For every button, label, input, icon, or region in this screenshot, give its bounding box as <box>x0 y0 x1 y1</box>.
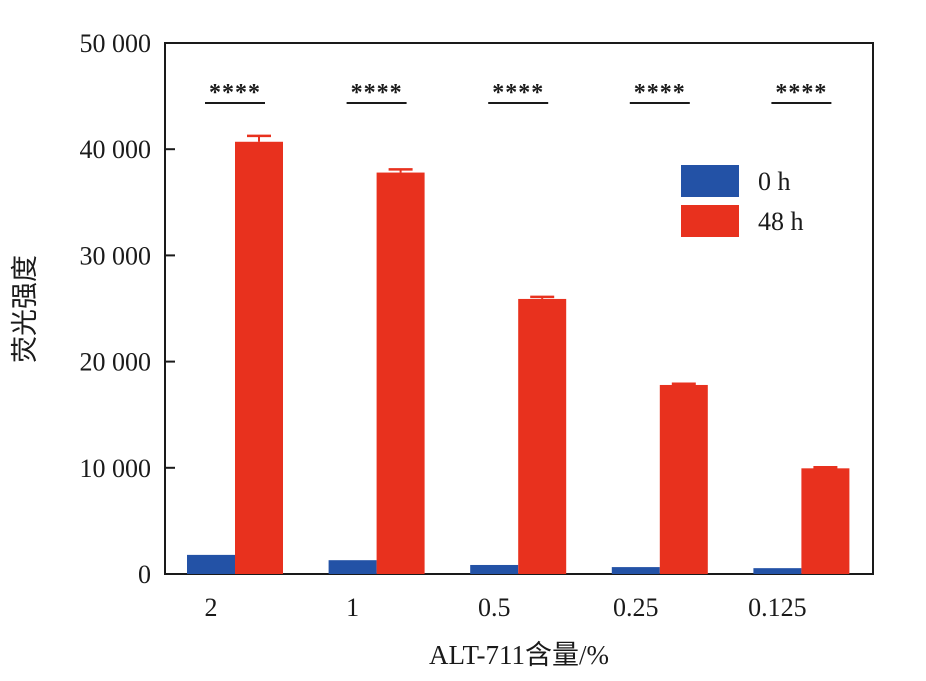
bar <box>376 172 425 574</box>
x-axis: 2 1 0.5 0.25 0.125 <box>205 593 807 622</box>
bar <box>235 141 283 575</box>
y-tick-label: 0 <box>138 560 151 589</box>
bar <box>470 564 519 574</box>
bar <box>611 567 660 574</box>
y-tick-label: 30 000 <box>80 241 152 270</box>
y-tick-label: 20 000 <box>80 348 152 377</box>
legend: 0 h 48 h <box>681 165 804 237</box>
bars <box>187 141 850 575</box>
y-tick-label: 40 000 <box>80 135 152 164</box>
bar <box>187 554 235 574</box>
significance-label: **** <box>492 80 544 106</box>
bar <box>801 468 850 574</box>
x-tick-label: 2 <box>205 593 218 622</box>
bar <box>328 560 377 574</box>
x-tick-label: 1 <box>346 593 359 622</box>
error-bars <box>247 134 838 469</box>
y-axis-title: 荧光强度 <box>10 255 40 363</box>
bar <box>753 568 802 574</box>
legend-swatch <box>681 165 739 197</box>
bar <box>659 384 708 574</box>
legend-label: 48 h <box>758 207 804 236</box>
y-axis: 0 10 000 20 000 30 000 40 000 50 000 <box>80 29 175 589</box>
x-tick-label: 0.5 <box>478 593 511 622</box>
significance-label: **** <box>351 80 403 106</box>
y-tick-label: 10 000 <box>80 454 152 483</box>
legend-swatch <box>681 205 739 237</box>
significance-label: **** <box>634 80 686 106</box>
y-tick-label: 50 000 <box>80 29 152 58</box>
significance-label: **** <box>775 80 827 106</box>
x-tick-label: 0.25 <box>613 593 659 622</box>
significance-annotations: **** **** **** **** **** <box>205 80 832 106</box>
significance-label: **** <box>209 80 261 106</box>
x-tick-label: 0.125 <box>748 593 807 622</box>
x-axis-title: ALT-711含量/% <box>429 640 609 670</box>
legend-label: 0 h <box>758 167 791 196</box>
bar <box>518 298 567 574</box>
